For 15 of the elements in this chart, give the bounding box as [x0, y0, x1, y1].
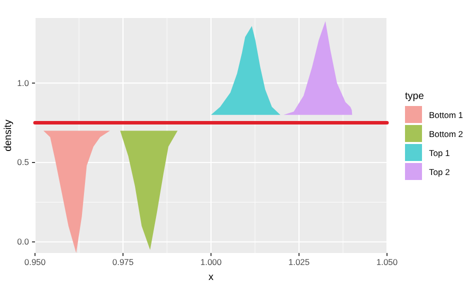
legend-label: Top 2 — [429, 167, 450, 177]
x-tick-label: 1.000 — [200, 257, 222, 268]
legend-label: Top 1 — [429, 148, 450, 158]
legend-label: Bottom 1 — [429, 110, 464, 120]
x-tick-label: 1.050 — [376, 257, 398, 268]
y-tick-label: 0.0 — [17, 236, 30, 247]
x-tick-label: 1.025 — [288, 257, 310, 268]
y-axis-title: density — [3, 120, 14, 152]
legend-title: type — [405, 91, 424, 102]
y-tick-label: 0.5 — [17, 157, 30, 168]
x-axis-title: x — [208, 272, 214, 283]
legend-label: Bottom 2 — [429, 129, 464, 139]
x-tick-label: 0.950 — [24, 257, 46, 268]
x-tick-label: 0.975 — [112, 257, 134, 268]
y-tick-label: 1.0 — [17, 78, 30, 88]
